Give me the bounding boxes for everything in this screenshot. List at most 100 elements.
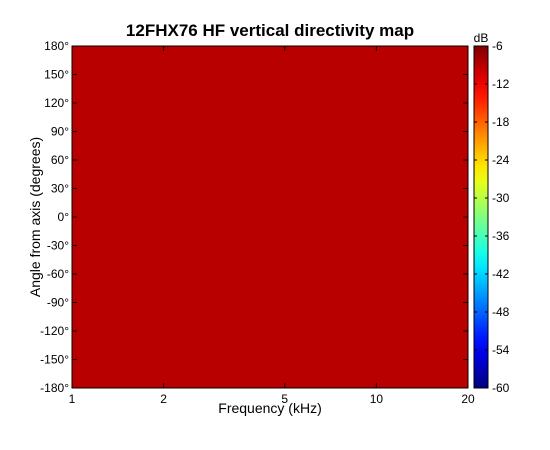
heatmap-cell [76, 60, 83, 66]
heatmap-cell [146, 302, 152, 308]
heatmap-cell [314, 283, 321, 289]
heatmap-cell [86, 250, 93, 256]
heatmap-cell [289, 169, 296, 175]
heatmap-cell [96, 354, 103, 361]
heatmap-cell [265, 69, 271, 76]
heatmap-cell [255, 169, 261, 175]
heatmap-cell [126, 359, 132, 365]
heatmap-cell [344, 359, 350, 365]
heatmap-cell [309, 65, 316, 71]
heatmap-cell [220, 198, 227, 204]
heatmap-cell [126, 217, 132, 223]
heatmap-cell [270, 226, 276, 232]
heatmap-cell [378, 345, 385, 351]
heatmap-cell [359, 169, 365, 175]
heatmap-cell [339, 112, 345, 118]
heatmap-cell [369, 88, 375, 95]
heatmap-cell [309, 74, 316, 80]
heatmap-cell [294, 93, 301, 99]
heatmap-cell [210, 312, 217, 318]
heatmap-cell [329, 198, 335, 204]
heatmap-cell [240, 93, 246, 99]
heatmap-cell [403, 150, 410, 156]
heatmap-cell [334, 160, 340, 166]
heatmap-cell [344, 93, 350, 99]
heatmap-cell [260, 98, 266, 104]
heatmap-cell [388, 250, 395, 256]
heatmap-cell [329, 169, 335, 175]
heatmap-cell [185, 345, 192, 351]
heatmap-cell [240, 226, 246, 232]
heatmap-cell [180, 217, 187, 223]
heatmap-cell [106, 164, 113, 171]
heatmap-cell [171, 255, 177, 261]
heatmap-cell [106, 117, 113, 123]
heatmap-cell [294, 288, 301, 294]
heatmap-cell [334, 293, 340, 299]
heatmap-cell [121, 207, 128, 213]
heatmap-cell [294, 245, 301, 251]
heatmap-cell [126, 79, 132, 85]
heatmap-cell [299, 107, 306, 114]
heatmap-cell [324, 107, 330, 114]
heatmap-cell [116, 259, 123, 266]
heatmap-cell [270, 79, 276, 85]
heatmap-cell [245, 117, 251, 123]
heatmap-cell [294, 321, 301, 327]
heatmap-cell [383, 155, 390, 161]
heatmap-cell [81, 335, 88, 342]
heatmap-cell [245, 150, 251, 156]
heatmap-cell [116, 331, 123, 337]
heatmap-cell [171, 131, 177, 137]
heatmap-cell [230, 255, 236, 261]
heatmap-cell [166, 55, 172, 61]
heatmap-cell [245, 297, 251, 304]
heatmap-cell [245, 84, 251, 90]
heatmap-cell [294, 69, 301, 76]
heatmap-cell [349, 250, 355, 256]
heatmap-cell [215, 93, 222, 99]
heatmap-cell [76, 117, 83, 123]
heatmap-cell [240, 340, 246, 346]
heatmap-cell [334, 188, 340, 194]
heatmap-cell [200, 302, 207, 308]
heatmap-cell [151, 278, 157, 285]
heatmap-cell [344, 155, 350, 161]
heatmap-cell [319, 326, 326, 332]
heatmap-cell [195, 126, 202, 133]
heatmap-cell [319, 364, 326, 370]
heatmap-cell [195, 312, 202, 318]
heatmap-cell [136, 160, 142, 166]
heatmap-cell [146, 150, 152, 156]
heatmap-cell [349, 359, 355, 365]
heatmap-cell [116, 46, 123, 52]
heatmap-cell [265, 240, 271, 247]
heatmap-cell [299, 112, 306, 118]
heatmap-cell [250, 321, 256, 327]
heatmap-cell [364, 193, 370, 199]
heatmap-cell [274, 335, 281, 342]
heatmap-cell [309, 107, 316, 114]
heatmap-cell [398, 312, 405, 318]
heatmap-cell [220, 50, 227, 57]
heatmap-cell [101, 107, 108, 114]
heatmap-cell [289, 354, 296, 361]
heatmap-cell [319, 79, 326, 85]
heatmap-cell [344, 74, 350, 80]
heatmap-cell [86, 240, 93, 247]
heatmap-cell [171, 293, 177, 299]
heatmap-cell [265, 226, 271, 232]
heatmap-cell [329, 373, 335, 380]
heatmap-cell [195, 250, 202, 256]
heatmap-cell [81, 122, 88, 128]
heatmap-cell [314, 188, 321, 194]
heatmap-cell [274, 297, 281, 304]
heatmap-cell [393, 55, 400, 61]
heatmap-cell [299, 331, 306, 337]
heatmap-cell [388, 88, 395, 95]
heatmap-cell [265, 316, 271, 323]
heatmap-cell [260, 141, 266, 147]
heatmap-cell [240, 345, 246, 351]
heatmap-cell [230, 193, 236, 199]
heatmap-cell [180, 288, 187, 294]
